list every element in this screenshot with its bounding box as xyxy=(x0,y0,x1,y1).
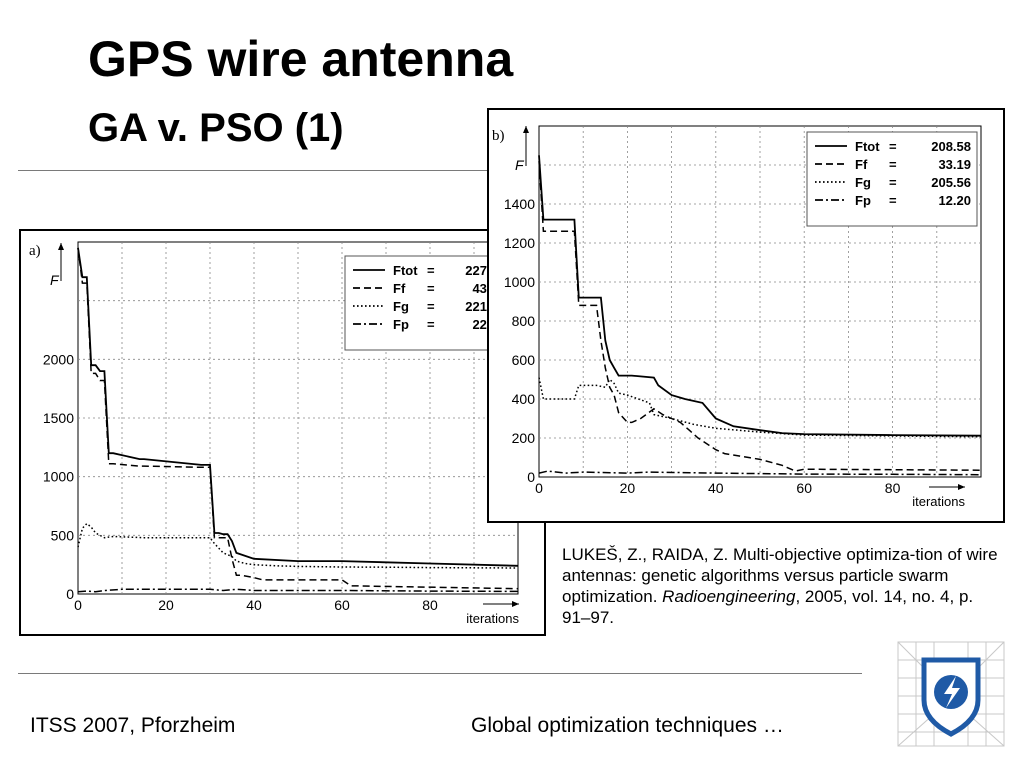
x-axis-label: iterations xyxy=(466,611,519,626)
y-tick-label: 0 xyxy=(527,469,535,485)
legend-label: Ftot xyxy=(393,263,418,278)
x-tick-label: 0 xyxy=(74,597,82,613)
chart-a: 0204060800500100015002000Ftot=227.28Ff=4… xyxy=(29,241,519,626)
y-tick-label: 500 xyxy=(51,527,75,543)
y-tick-label: 400 xyxy=(512,391,536,407)
y-axis-arrowhead xyxy=(523,126,529,133)
footer-left: ITSS 2007, Pforzheim xyxy=(30,714,236,737)
slide-title: GPS wire antenna xyxy=(88,31,514,87)
chart-panel-a: 0204060800500100015002000Ftot=227.28Ff=4… xyxy=(19,229,546,636)
footer-right: Global optimization techniques … xyxy=(471,714,784,737)
y-tick-label: 600 xyxy=(512,352,536,368)
y-tick-label: 0 xyxy=(66,586,74,602)
y-tick-label: 800 xyxy=(512,313,536,329)
legend-label: Ftot xyxy=(855,139,880,154)
legend-label: Fg xyxy=(393,299,409,314)
x-tick-label: 20 xyxy=(158,597,174,613)
x-tick-label: 40 xyxy=(246,597,262,613)
panel-label: b) xyxy=(492,128,505,144)
citation: LUKEŠ, Z., RAIDA, Z. Multi-objective opt… xyxy=(562,544,1002,628)
legend-label: Fp xyxy=(855,193,871,208)
y-tick-label: 1500 xyxy=(43,410,74,426)
series-line-fp xyxy=(77,588,519,593)
legend-value: 205.56 xyxy=(931,175,971,190)
legend-label: Ff xyxy=(393,281,406,296)
legend-label: Fg xyxy=(855,175,871,190)
y-tick-label: 1000 xyxy=(504,274,535,290)
x-tick-label: 60 xyxy=(334,597,350,613)
legend-equals: = xyxy=(889,157,897,172)
series-line-ff xyxy=(77,247,519,590)
legend-equals: = xyxy=(889,175,897,190)
x-tick-label: 20 xyxy=(620,480,636,496)
legend-value: 12.20 xyxy=(938,193,971,208)
x-tick-label: 60 xyxy=(796,480,812,496)
citation-details: , 2005, vol. 14, no. 4, p. 91–97. xyxy=(562,587,974,627)
x-tick-label: 40 xyxy=(708,480,724,496)
chart-panel-b: 0 20 40 60 80 0 200 400 600 800 1000 1200 1400 Ftot = 2… xyxy=(487,108,1005,523)
legend-equals: = xyxy=(427,299,435,314)
y-axis-label: F xyxy=(50,272,60,288)
y-tick-label: 1200 xyxy=(504,235,535,251)
series-line-ftot xyxy=(77,247,519,567)
bottom-divider xyxy=(18,673,862,674)
y-axis-arrowhead xyxy=(58,243,64,250)
y-axis-label: F xyxy=(515,157,525,173)
slide-subtitle: GA v. PSO (1) xyxy=(88,106,344,150)
series-line-fg xyxy=(538,377,982,438)
legend-label: Fp xyxy=(393,317,409,332)
x-tick-label: 80 xyxy=(422,597,438,613)
x-tick-label: 0 xyxy=(535,480,543,496)
citation-journal: Radioengineering xyxy=(662,587,796,606)
brno-university-logo-icon xyxy=(896,640,1006,748)
legend-equals: = xyxy=(889,139,897,154)
x-axis-arrowhead xyxy=(512,601,519,607)
series-line-fp xyxy=(538,470,982,476)
legend-value: 208.58 xyxy=(931,139,971,154)
x-axis-label: iterations xyxy=(912,494,965,509)
legend-equals: = xyxy=(427,281,435,296)
legend-equals: = xyxy=(889,193,897,208)
x-axis-arrowhead xyxy=(958,484,965,490)
panel-label: a) xyxy=(29,243,41,259)
series-line-ff xyxy=(538,161,982,472)
legend-box xyxy=(344,255,512,351)
y-tick-label: 1400 xyxy=(504,196,535,212)
x-tick-label: 80 xyxy=(885,480,901,496)
y-tick-label: 1000 xyxy=(43,469,74,485)
legend-equals: = xyxy=(427,263,435,278)
y-tick-label: 200 xyxy=(512,430,536,446)
legend-equals: = xyxy=(427,317,435,332)
legend-label: Ff xyxy=(855,157,868,172)
citation-text: LUKEŠ, Z., RAIDA, Z. Multi-objective opt… xyxy=(562,545,998,606)
legend-value: 33.19 xyxy=(938,157,971,172)
y-tick-label: 2000 xyxy=(43,351,74,367)
lightning-icon xyxy=(944,676,960,708)
legend-box xyxy=(806,131,978,227)
